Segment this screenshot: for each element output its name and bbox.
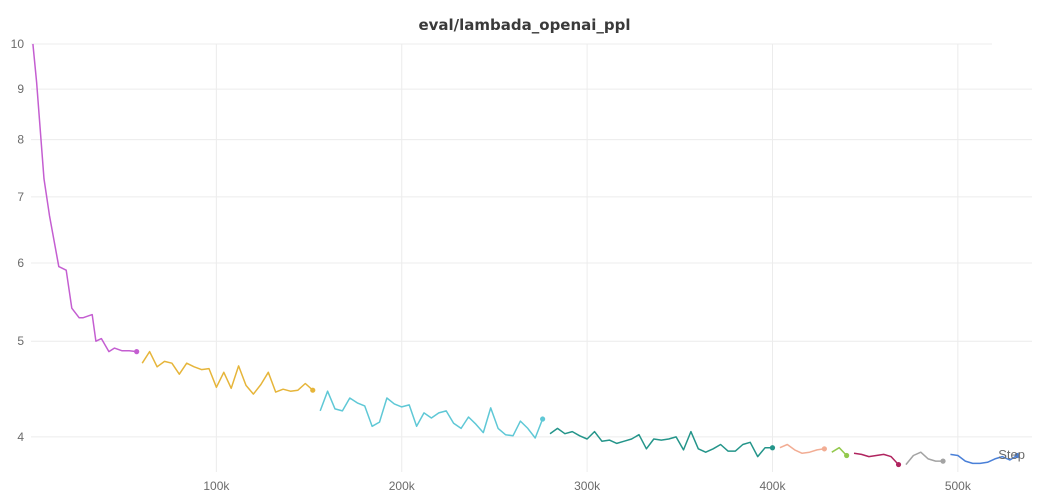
- y-tick-label: 6: [17, 256, 24, 270]
- series-end-point-1: [134, 349, 140, 355]
- x-axis-label: Step: [998, 447, 1025, 462]
- y-tick-label: 4: [17, 430, 24, 444]
- x-tick-label: 100k: [203, 479, 230, 493]
- x-tick-label: 300k: [574, 479, 601, 493]
- series-line-8: [905, 451, 943, 466]
- tick-layer: 4 5 6 7 8 9 10 100k 200k 300k 400k 500k: [11, 37, 972, 493]
- series-line-5: [779, 443, 825, 455]
- x-tick-label: 500k: [945, 479, 972, 493]
- series-end-point-7: [895, 461, 902, 468]
- series-end-point-4: [769, 445, 776, 451]
- x-tick-label: 400k: [759, 479, 786, 493]
- series-line-1: [32, 43, 137, 353]
- series-line-9: [950, 453, 1018, 465]
- series-line-2: [141, 350, 314, 395]
- y-tick-label: 10: [11, 37, 25, 51]
- series-layer: [32, 43, 1020, 468]
- series-line-4: [549, 427, 773, 458]
- series-end-point-9: [1014, 452, 1020, 459]
- series-end-point-6: [844, 452, 850, 459]
- series-end-point-2: [310, 387, 316, 393]
- series-line-7: [853, 452, 900, 466]
- grid-layer: [31, 43, 1032, 472]
- y-tick-label: 9: [17, 82, 24, 96]
- y-tick-label: 7: [17, 190, 24, 204]
- series-line-6: [831, 446, 848, 457]
- chart-title: eval/lambada_openai_ppl: [418, 16, 631, 34]
- series-end-point-8: [940, 458, 946, 464]
- x-tick-label: 200k: [389, 479, 416, 493]
- series-line-3: [319, 390, 544, 439]
- y-tick-label: 5: [17, 334, 24, 348]
- series-end-point-5: [821, 446, 827, 452]
- series-end-point-3: [540, 416, 546, 422]
- y-tick-label: 8: [17, 133, 24, 147]
